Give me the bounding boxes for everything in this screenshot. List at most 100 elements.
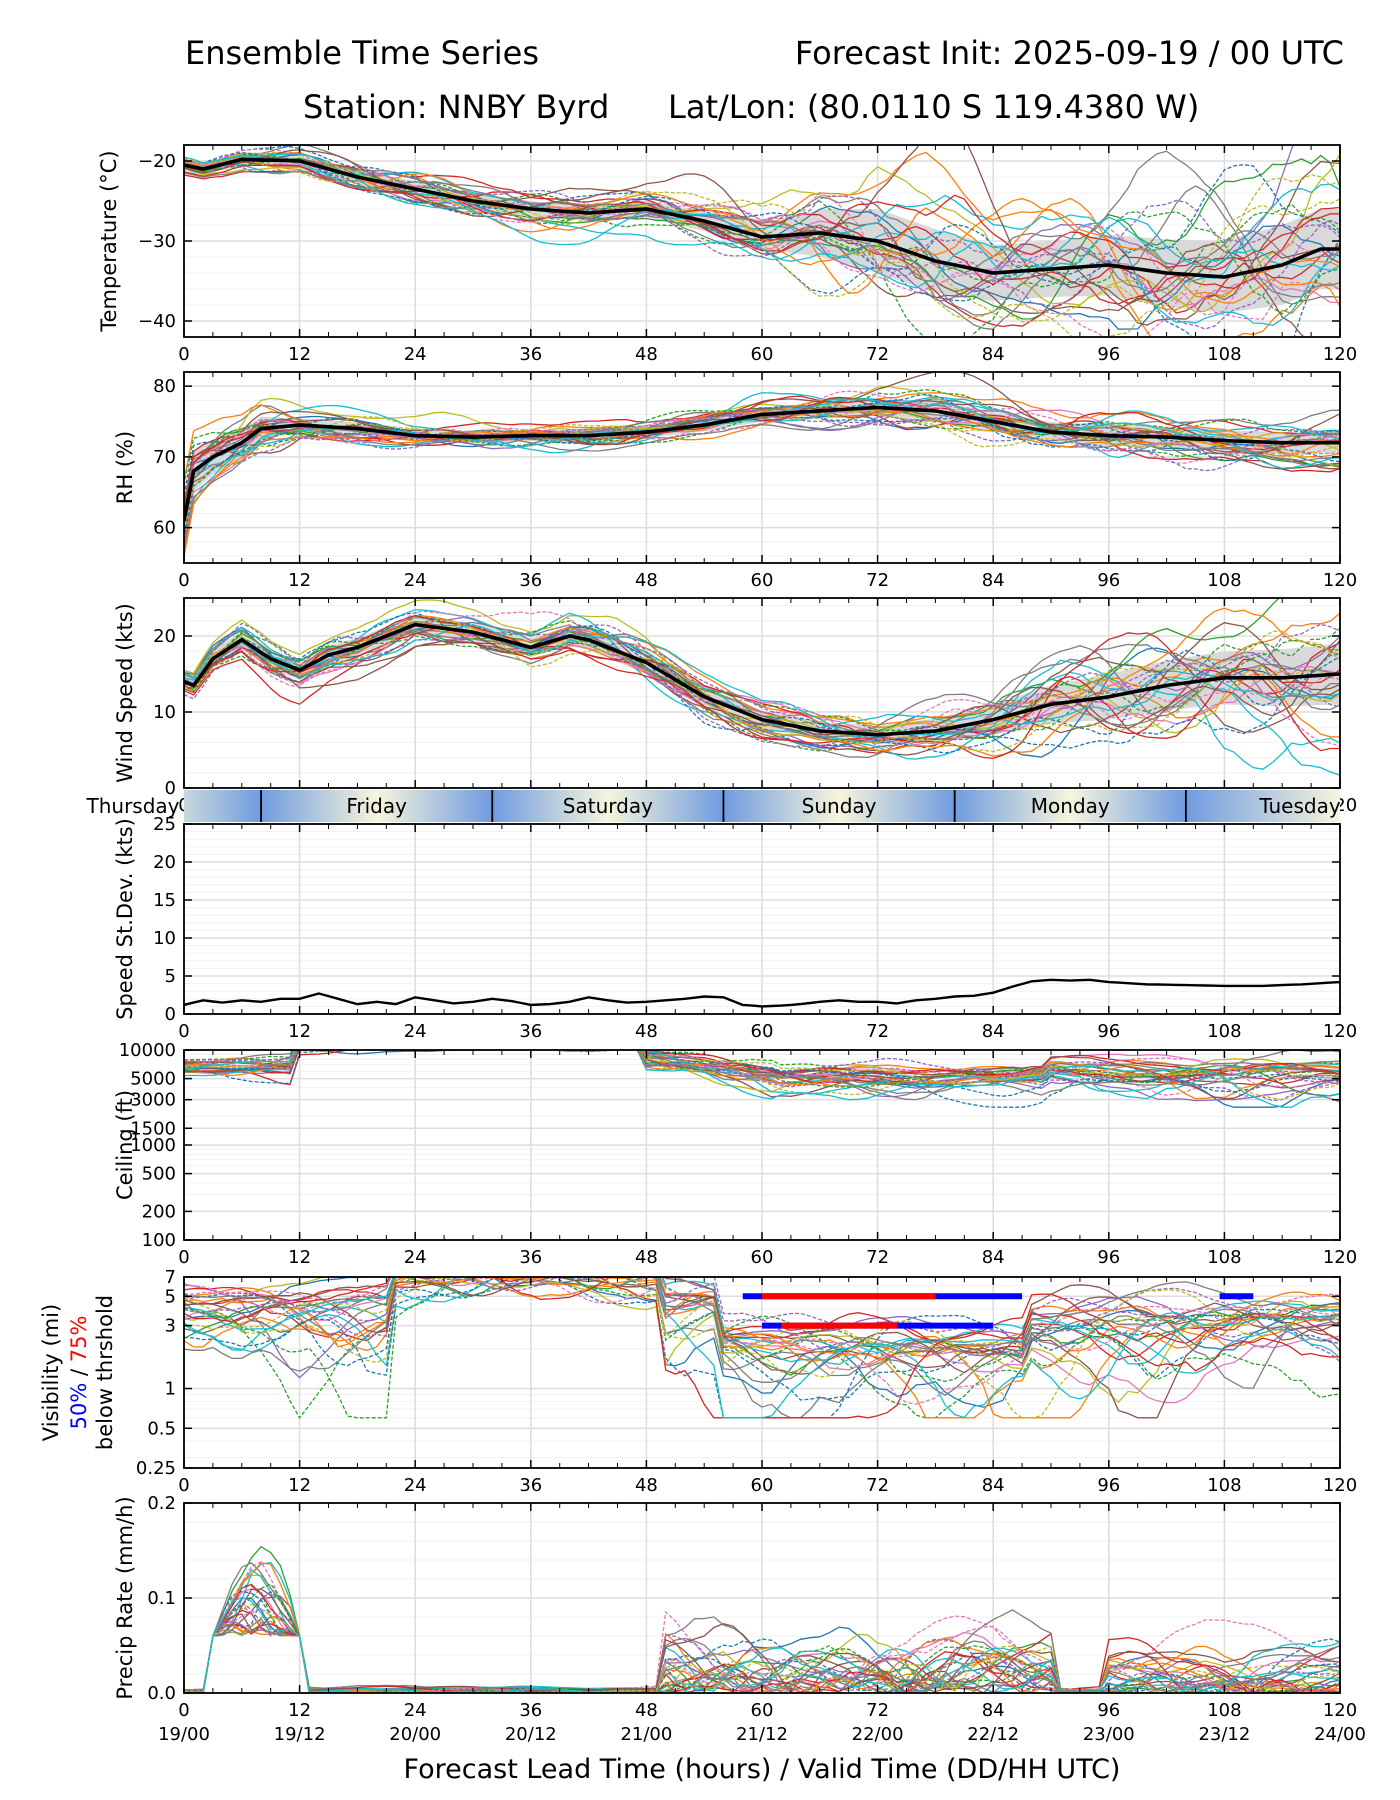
ensemble-mean-line [184,157,1340,279]
panel-precip [183,1502,1341,1694]
y-tick-label: 20 [153,852,176,873]
x-tick-label: 48 [635,1247,658,1268]
y-axis-label-threshold: 50% / 75% [67,1316,91,1430]
panel-ceiling [183,1049,1341,1241]
ensemble-member-line [184,1277,1340,1419]
ensemble-member-line [184,1602,1340,1693]
x-tick-label: 120 [1323,1700,1357,1721]
ensemble-member-line [184,614,1340,760]
ensemble-member-line [184,395,1340,507]
y-axis-label-below: below thrshold [93,1295,117,1450]
ensemble-member-line [184,170,1340,316]
valid-time-label: 22/00 [852,1724,904,1745]
valid-time-label: 22/12 [967,1724,1019,1745]
x-tick-label: 60 [751,1700,774,1721]
ensemble-member-line [184,1277,1340,1404]
valid-time-label: 23/00 [1083,1724,1135,1745]
x-tick-label: 84 [982,1475,1005,1496]
spread-band [184,615,1340,744]
x-tick-label: 72 [866,570,889,591]
x-tick-label: 108 [1207,344,1241,365]
panel-visibility-plot [184,1277,1340,1419]
y-tick-label: 0.1 [147,1588,176,1609]
ensemble-member-line [184,1277,1340,1374]
x-tick-label: 108 [1207,570,1241,591]
day-label: Friday [346,794,407,818]
y-tick-label: 60 [153,518,176,539]
day-segment [954,790,1186,822]
x-tick-label: 24 [404,1700,427,1721]
x-tick-label: 12 [288,1021,311,1042]
x-tick-label: 84 [982,1700,1005,1721]
y-axis-label: Ceiling (ft) [113,1090,137,1200]
ensemble-member-line [184,154,1340,330]
ensemble-member-line [184,156,1340,308]
x-tick-label: 120 [1323,1475,1357,1496]
y-tick-label: 200 [142,1201,176,1222]
y-tick-label: 0.0 [147,1683,176,1704]
ensemble-member-line [184,1277,1340,1401]
x-tick-label: 0 [178,1475,189,1496]
latlon-label: Lat/Lon: (80.0110 S 119.4380 W) [668,88,1200,126]
x-tick-label: 48 [635,570,658,591]
ensemble-mean-line [184,622,1340,737]
y-tick-label: 10000 [119,1040,176,1061]
ensemble-member-line [184,624,1340,754]
ensemble-member-line [184,1568,1340,1693]
ensemble-member-line [184,624,1340,738]
ensemble-member-line [184,1277,1340,1383]
ensemble-mean-line [184,405,1340,521]
ensemble-member-line [184,392,1340,554]
x-tick-label: 60 [751,1475,774,1496]
ensemble-member-line [184,153,1340,313]
x-tick-label: 36 [519,1021,542,1042]
x-tick-label: 36 [519,1247,542,1268]
x-tick-label: 120 [1323,344,1357,365]
ensemble-member-line [184,625,1340,747]
station-label: Station: NNBY Byrd [303,88,610,126]
x-tick-label: 0 [178,570,189,591]
ensemble-member-line [184,372,1340,534]
y-tick-label: 1000 [130,1135,176,1156]
x-axis-label: Forecast Lead Time (hours) / Valid Time … [404,1754,1121,1785]
y-axis-label: Temperature (°C) [97,150,121,332]
ensemble-member-line [184,404,1340,549]
x-tick-label: 84 [982,570,1005,591]
y-tick-label: 10 [153,702,176,723]
x-tick-label: 96 [1097,344,1120,365]
x-tick-label: 60 [751,1247,774,1268]
ensemble-member-line [184,405,1340,518]
valid-time-label: 19/00 [158,1724,210,1745]
valid-time-label: 20/00 [389,1724,441,1745]
y-tick-label: 20 [153,626,176,647]
ensemble-member-line [184,1277,1340,1408]
x-tick-label: 36 [519,344,542,365]
day-label: Sunday [802,794,877,818]
x-tick-label: 24 [404,1021,427,1042]
day-bar [184,790,1341,822]
ensemble-member-line [184,1050,1340,1108]
ensemble-member-line [184,1277,1340,1375]
ensemble-member-line [184,1050,1340,1096]
ensemble-member-line [184,1596,1340,1693]
ensemble-member-line [184,1050,1340,1101]
title-right: Forecast Init: 2025-09-19 / 00 UTC [794,34,1344,72]
ensemble-member-line [184,1050,1340,1108]
ensemble-member-line [184,152,1340,289]
y-tick-label: 5 [165,966,176,987]
y-tick-label: 0 [165,778,176,799]
ensemble-member-line [184,145,1340,305]
x-tick-label: 12 [288,1700,311,1721]
label-50-pct: 50% [67,1383,91,1430]
x-tick-label: 96 [1097,1247,1120,1268]
y-tick-label: 70 [153,447,176,468]
y-tick-label: 1 [165,1379,176,1400]
ensemble-member-line [184,1277,1340,1419]
y-axis-label: Speed St.Dev. (kts) [113,818,137,1020]
x-tick-label: 84 [982,344,1005,365]
x-tick-label: 60 [751,570,774,591]
day-segment [261,790,493,822]
ensemble-member-line [184,1050,1340,1076]
x-tick-label: 0 [178,1021,189,1042]
